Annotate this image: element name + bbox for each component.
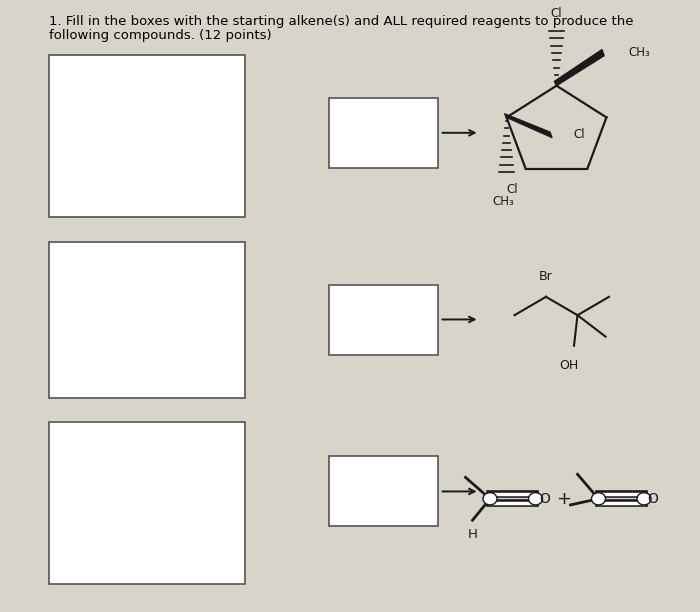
Bar — [49, 422, 245, 584]
Text: Cl: Cl — [573, 128, 584, 141]
Text: H: H — [468, 528, 477, 541]
Text: 1. Fill in the boxes with the starting alkene(s) and ALL required reagents to pr: 1. Fill in the boxes with the starting a… — [49, 15, 634, 28]
Bar — [49, 55, 245, 217]
Text: Br: Br — [539, 271, 553, 283]
Bar — [329, 98, 438, 168]
Bar — [329, 456, 438, 526]
Text: O: O — [539, 492, 550, 506]
Text: CH₃: CH₃ — [492, 195, 514, 208]
Text: Cl: Cl — [551, 7, 562, 20]
Text: OH: OH — [559, 359, 578, 372]
Circle shape — [637, 493, 651, 505]
Circle shape — [592, 493, 606, 505]
Circle shape — [483, 493, 497, 505]
Bar — [49, 242, 245, 398]
Bar — [329, 285, 438, 355]
Circle shape — [528, 493, 542, 505]
Text: following compounds. (12 points): following compounds. (12 points) — [49, 29, 272, 42]
Text: O: O — [648, 492, 659, 506]
Text: CH₃: CH₃ — [629, 46, 650, 59]
Polygon shape — [505, 114, 552, 138]
Text: +: + — [556, 490, 571, 508]
Text: Cl: Cl — [507, 184, 518, 196]
Polygon shape — [554, 50, 604, 86]
